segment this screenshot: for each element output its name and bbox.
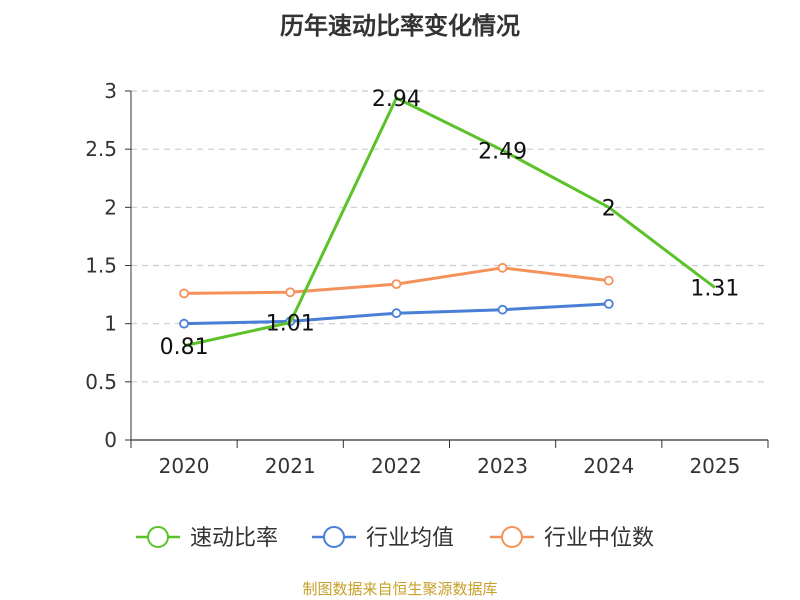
y-tick-label: 0.5 — [85, 370, 117, 394]
data-point — [497, 262, 508, 273]
y-tick-label: 1 — [104, 312, 117, 336]
axes: 0 0.5 1 1.5 2 2.5 3 2020 2021 2022 2023 2024 2025 — [85, 79, 769, 478]
y-tick-label: 0 — [104, 428, 117, 452]
y-tick-label: 3 — [104, 79, 117, 103]
legend-marker — [323, 526, 345, 548]
data-point — [179, 288, 189, 299]
x-tick-label: 2025 — [689, 454, 740, 478]
data-label: 2 — [602, 196, 616, 221]
data-label: 1.01 — [266, 312, 315, 337]
data-point — [497, 304, 508, 315]
data-point — [603, 298, 614, 309]
data-labels: 0.81 1.01 2.94 2.49 2 1.31 — [160, 87, 740, 360]
legend-marker — [501, 526, 523, 548]
series-line — [183, 96, 716, 348]
data-point — [603, 275, 614, 286]
legend: 速动比率 行业均值 行业中位数 — [136, 526, 654, 551]
y-tick-label: 1.5 — [85, 254, 117, 278]
x-tick-label: 2021 — [265, 454, 316, 478]
data-point — [285, 287, 296, 298]
y-tick-label: 2 — [104, 195, 117, 219]
x-tick-label: 2020 — [159, 454, 210, 478]
grid-lines — [131, 90, 768, 383]
legend-label: 速动比率 — [190, 526, 278, 551]
data-point — [179, 318, 189, 329]
data-label: 2.94 — [372, 87, 421, 112]
data-label: 2.49 — [478, 139, 527, 164]
data-label: 1.31 — [690, 277, 739, 302]
chart-title: 历年速动比率变化情况 — [280, 12, 520, 40]
y-tick-label: 2.5 — [85, 137, 117, 161]
source-note: 制图数据来自恒生聚源数据库 — [302, 580, 498, 598]
data-point — [391, 279, 402, 290]
legend-label: 行业均值 — [366, 526, 454, 551]
x-tick-label: 2024 — [583, 454, 634, 478]
x-tick-label: 2022 — [371, 454, 422, 478]
x-tick-label: 2023 — [477, 454, 528, 478]
data-label: 0.81 — [160, 335, 209, 360]
legend-label: 行业中位数 — [544, 526, 654, 551]
legend-marker — [147, 526, 169, 548]
data-point — [391, 308, 402, 319]
series-lines — [179, 96, 716, 348]
